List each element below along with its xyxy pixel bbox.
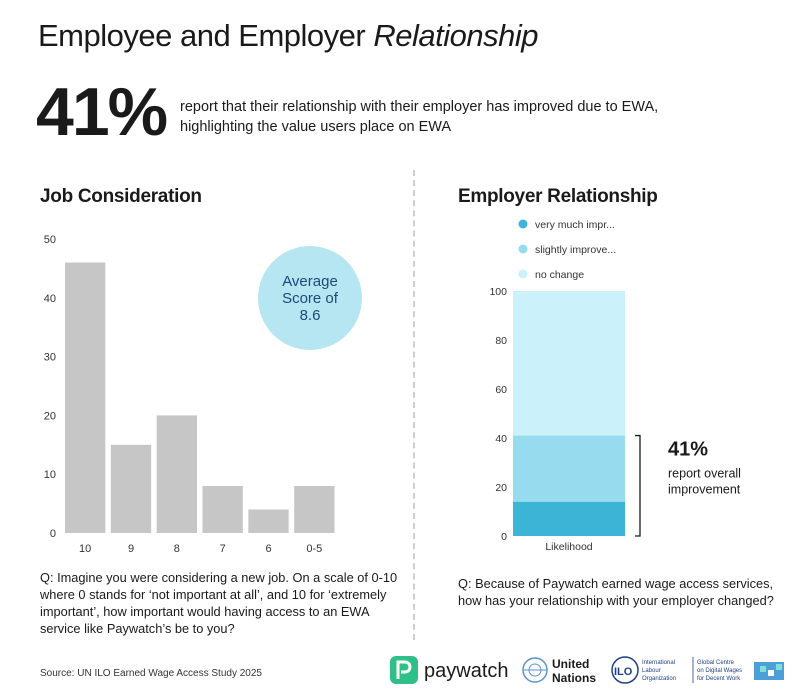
bar — [156, 415, 197, 533]
average-score-bubble — [258, 246, 362, 350]
y-tick-label: 20 — [44, 410, 56, 422]
y-tick-label: 80 — [495, 335, 507, 347]
headline-text: report that their relationship with thei… — [180, 99, 659, 135]
x-tick-label: 10 — [79, 543, 91, 555]
paywatch-logo: paywatch — [390, 656, 509, 684]
stacked-segment — [513, 291, 625, 436]
global-centre-graphic — [754, 662, 784, 680]
page-title: Employee and Employer Relationship — [38, 18, 538, 53]
svg-text:Labour: Labour — [642, 668, 661, 674]
y-tick-label: 30 — [44, 352, 56, 364]
annotation-percent: 41% — [668, 439, 708, 461]
average-score-text: 8.6 — [300, 307, 321, 324]
partner-logos: paywatch United Nations ILO Internationa… — [390, 656, 784, 685]
legend-swatch — [518, 244, 528, 254]
improvement-bracket — [635, 434, 641, 537]
legend-label: no change — [535, 269, 584, 281]
svg-text:Organization: Organization — [642, 676, 676, 682]
bar — [294, 485, 335, 533]
employer-relationship-chart: very much impr... slightly improve... no c… — [489, 219, 741, 553]
x-tick-label: 8 — [174, 543, 180, 555]
y-tick-label: 50 — [44, 234, 56, 246]
stacked-segment — [513, 501, 625, 536]
bar — [202, 485, 243, 533]
employer-question: Q: Because of Paywatch earned wage acces… — [458, 576, 774, 608]
y-tick-label: 20 — [495, 482, 507, 494]
legend-label: slightly improve... — [535, 244, 616, 256]
svg-text:International: International — [642, 660, 675, 666]
legend-swatch — [518, 219, 528, 229]
employer-relationship-heading: Employer Relationship — [458, 186, 658, 207]
y-tick-label: 40 — [495, 433, 507, 445]
job-consideration-heading: Job Consideration — [40, 186, 202, 207]
y-tick-label: 40 — [44, 293, 56, 305]
svg-text:paywatch: paywatch — [424, 660, 509, 682]
x-tick-label: 9 — [128, 543, 134, 555]
annotation-text-line: report overall — [668, 467, 741, 481]
annotation-text-line: improvement — [668, 483, 741, 497]
legend-label: very much impr... — [535, 219, 615, 231]
y-tick-label: 10 — [44, 469, 56, 481]
ilo-logo: ILO International Labour Organization Gl… — [611, 656, 742, 684]
x-tick-label: 0-5 — [306, 543, 322, 555]
y-tick-label: 100 — [489, 286, 507, 298]
svg-text:ILO: ILO — [614, 666, 633, 678]
section-divider — [413, 170, 415, 640]
headline-percent: 41% — [36, 74, 168, 150]
un-logo: United Nations — [522, 657, 596, 685]
legend-swatch — [518, 269, 528, 279]
y-tick-label: 60 — [495, 384, 507, 396]
svg-text:Global Centre: Global Centre — [697, 660, 735, 666]
source-note: Source: UN ILO Earned Wage Access Study … — [40, 668, 262, 679]
svg-text:on Digital Wages: on Digital Wages — [697, 668, 742, 674]
stacked-segment — [513, 435, 625, 502]
job-question: Q: Imagine you were considering a new jo… — [40, 570, 398, 636]
bar — [65, 262, 106, 533]
svg-text:for Decent Work: for Decent Work — [697, 676, 741, 682]
x-tick-label: Likelihood — [545, 541, 592, 553]
svg-text:Nations: Nations — [552, 671, 596, 685]
bar — [110, 444, 152, 533]
average-score-text: Score of — [282, 290, 339, 307]
average-score-text: Average — [282, 273, 338, 290]
x-tick-label: 6 — [265, 543, 271, 555]
bar — [248, 509, 289, 533]
y-tick-label: 0 — [501, 531, 507, 543]
svg-text:United: United — [552, 657, 589, 671]
y-tick-label: 0 — [50, 528, 56, 540]
x-tick-label: 7 — [220, 543, 226, 555]
